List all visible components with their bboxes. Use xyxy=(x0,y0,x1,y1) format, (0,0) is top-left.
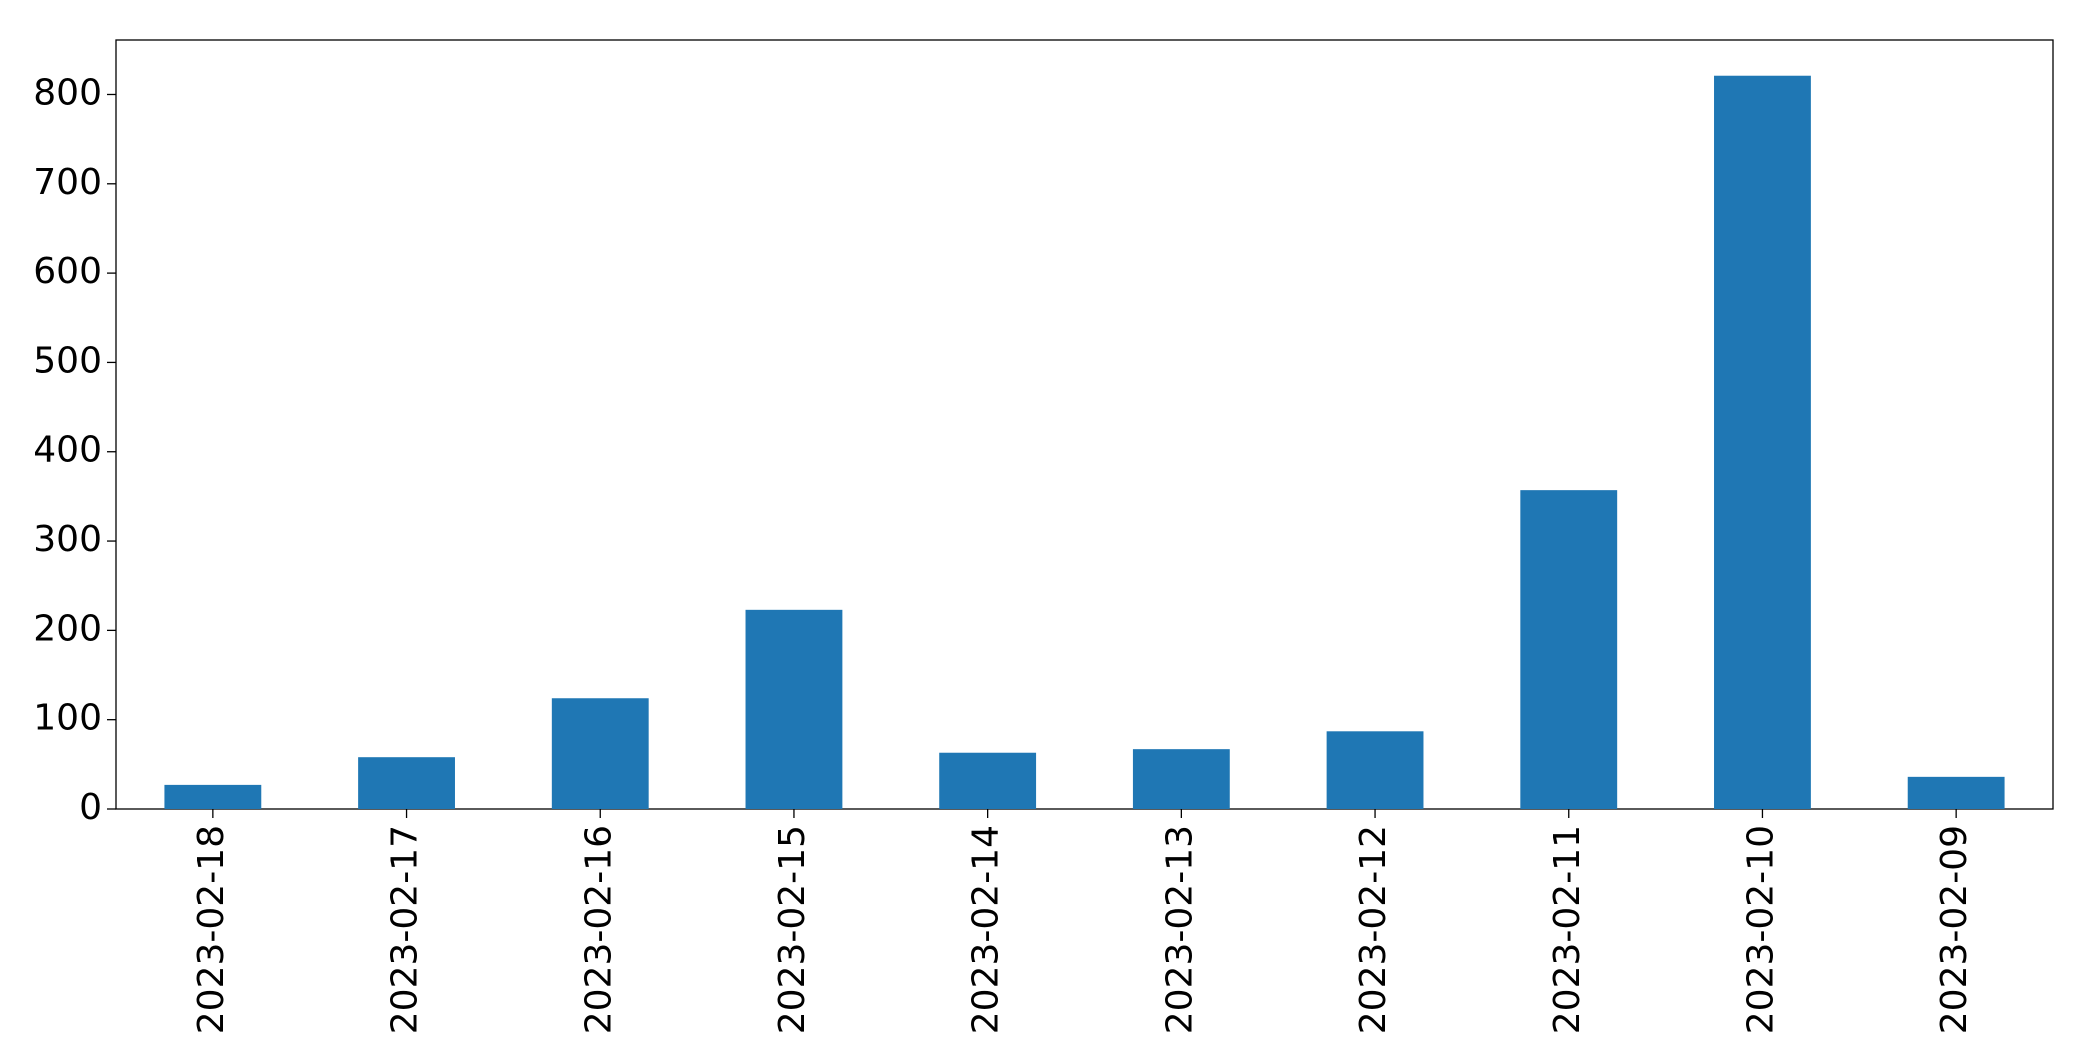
x-tick-label: 2023-02-09 xyxy=(1934,825,1975,1034)
bar xyxy=(1907,776,2005,809)
bar xyxy=(164,784,262,809)
y-tick-label: 400 xyxy=(33,430,102,471)
bar xyxy=(1714,75,1811,810)
y-tick-label: 0 xyxy=(79,787,102,828)
x-tick-label: 2023-02-11 xyxy=(1547,825,1588,1034)
x-tick-label: 2023-02-15 xyxy=(772,825,813,1034)
bar xyxy=(1326,731,1424,809)
bar xyxy=(1132,749,1230,809)
x-tick-label: 2023-02-17 xyxy=(385,825,426,1034)
bar xyxy=(745,609,843,809)
y-tick-label: 300 xyxy=(33,519,102,560)
x-tick-label: 2023-02-14 xyxy=(966,825,1007,1034)
bar xyxy=(358,757,455,809)
y-tick-label: 200 xyxy=(33,608,102,649)
x-tick-label: 2023-02-18 xyxy=(191,825,232,1034)
x-tick-label: 2023-02-16 xyxy=(578,825,619,1034)
bar xyxy=(939,752,1037,809)
y-tick-label: 700 xyxy=(33,162,102,203)
x-tick-label: 2023-02-12 xyxy=(1353,825,1394,1034)
bar xyxy=(551,698,649,809)
bar xyxy=(1520,490,1618,809)
x-tick-label: 2023-02-10 xyxy=(1740,825,1781,1034)
axes-frame xyxy=(115,39,2054,810)
y-tick-label: 600 xyxy=(33,251,102,292)
y-tick-label: 800 xyxy=(33,72,102,113)
x-tick-label: 2023-02-13 xyxy=(1159,825,1200,1034)
y-tick-label: 500 xyxy=(33,340,102,381)
y-tick-label: 100 xyxy=(33,698,102,739)
